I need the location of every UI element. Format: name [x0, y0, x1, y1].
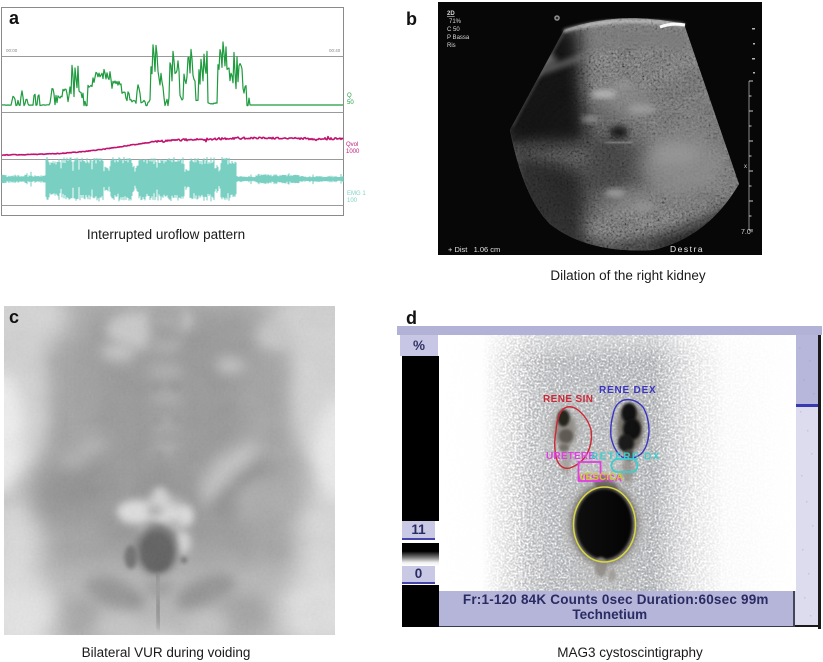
svg-text:2D: 2D — [447, 11, 455, 17]
svg-text:RETERE DX: RETERE DX — [591, 451, 661, 462]
svg-text:50: 50 — [347, 100, 354, 106]
svg-text:VESCICA: VESCICA — [577, 473, 621, 484]
svg-text:Ris: Ris — [447, 43, 456, 49]
svg-text:00:00: 00:00 — [6, 48, 18, 53]
svg-text:00:40: 00:40 — [329, 48, 341, 53]
svg-text:URETERE: URETERE — [546, 451, 595, 462]
svg-text:Q: Q — [347, 93, 352, 99]
svg-text:+ Dist 1.06 cm: + Dist 1.06 cm — [448, 245, 500, 254]
svg-text:71%: 71% — [449, 19, 462, 25]
svg-text:RENE SIN: RENE SIN — [543, 394, 593, 405]
svg-text:VESCICA: VESCICA — [579, 472, 623, 483]
svg-text:7.0-: 7.0- — [741, 229, 754, 236]
svg-text:x: x — [744, 164, 747, 170]
svg-text:Destra: Destra — [670, 244, 704, 254]
svg-text:Qvol: Qvol — [346, 142, 358, 148]
svg-text:RENE DEX: RENE DEX — [599, 385, 657, 396]
svg-text:1000: 1000 — [346, 149, 360, 155]
svg-text:EMG 1: EMG 1 — [347, 191, 366, 197]
svg-text:P Bassa: P Bassa — [447, 35, 470, 41]
svg-text:C 50: C 50 — [447, 27, 460, 33]
svg-text:100: 100 — [347, 198, 358, 204]
